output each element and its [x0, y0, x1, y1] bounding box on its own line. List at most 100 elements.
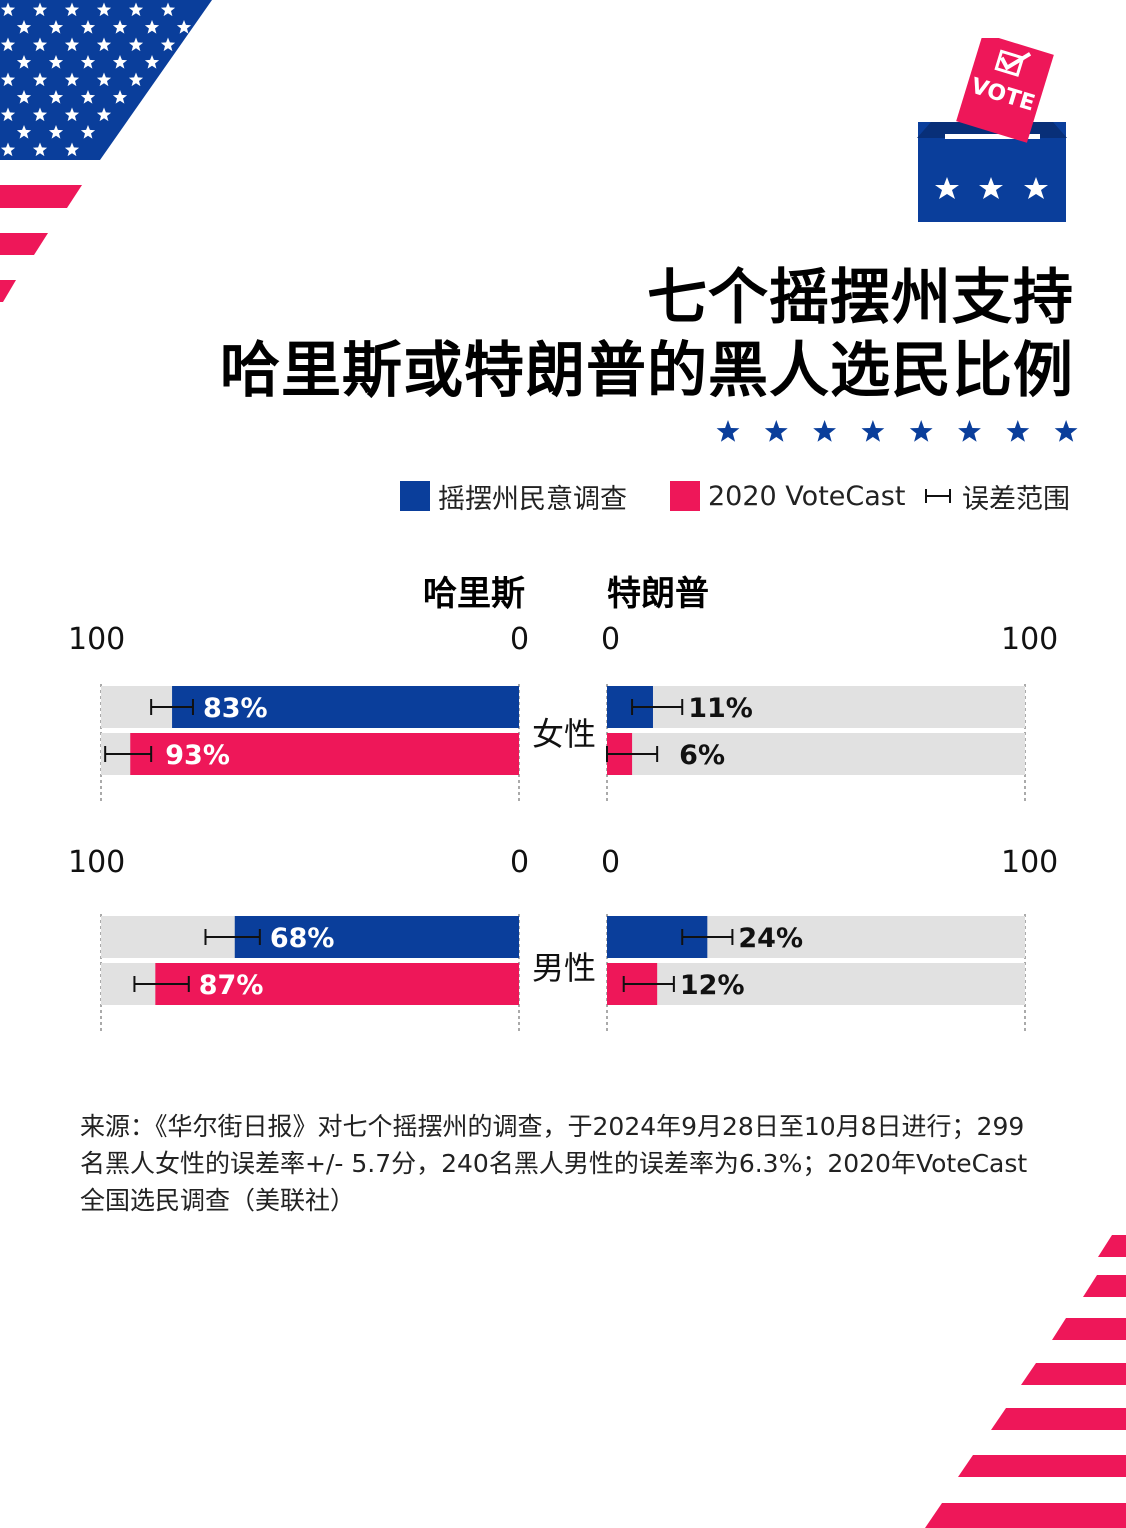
flag-star-icon — [0, 107, 16, 122]
flag-star-icon — [0, 2, 16, 17]
legend-votecast: 2020 VoteCast — [670, 476, 905, 516]
flag-star-icon — [0, 37, 16, 52]
flag-star-icon — [32, 142, 48, 157]
flag-star-icon — [16, 55, 32, 69]
title-star-icon — [1054, 420, 1078, 442]
flag-star-icon — [176, 20, 192, 34]
trump-value-label: 6% — [679, 740, 725, 771]
chart-title-line-1: 七个摇摆州支持 — [647, 263, 1074, 333]
trump-value-label: 11% — [688, 693, 753, 724]
axis-tick-left-max: 100 — [68, 845, 126, 880]
legend-poll: 摇摆州民意调查 — [400, 476, 627, 516]
legend-errorbar-icon — [925, 489, 951, 503]
flag-star-icon — [0, 72, 16, 87]
flag-star-icon — [80, 90, 96, 104]
legend-label-error: 误差范围 — [962, 483, 1070, 515]
flag-stripes-bottom-right — [925, 1235, 1126, 1528]
legend-error: 误差范围 — [924, 476, 1070, 516]
flag-star-icon — [64, 107, 80, 122]
flag-star-icon — [128, 2, 144, 17]
error-bar — [622, 976, 675, 992]
harris-女性-bar-votecast — [130, 733, 519, 775]
trump-value-label: 12% — [680, 970, 745, 1001]
chart-title-line-2: 哈里斯或特朗普的黑人选民比例 — [220, 336, 1074, 406]
ballot-star-3 — [1024, 177, 1048, 199]
flag-corner-top-left — [0, 0, 212, 302]
column-head-harris: 哈里斯 — [423, 574, 525, 614]
flag-star-icon — [80, 55, 96, 69]
flag-star-icon — [144, 55, 160, 69]
legend-swatch-poll — [400, 481, 430, 511]
flag-star-icon — [160, 2, 176, 17]
flag-star-icon — [48, 125, 64, 139]
flag-star-icon — [112, 90, 128, 104]
axis-tick-right-max: 100 — [1001, 845, 1059, 880]
group-label-women: 女性 — [532, 715, 597, 753]
axis-tick-right-min: 0 — [601, 845, 621, 880]
flag-star-icon — [16, 90, 32, 104]
title-star-icon — [1006, 420, 1030, 442]
title-star-icon — [764, 420, 788, 442]
group-label-men: 男性 — [532, 949, 597, 987]
footnote-line-1: 来源：《华尔街日报》对七个摇摆州的调查，于2024年9月28日至10月8日进行；… — [80, 1112, 1025, 1141]
flag-star-icon — [32, 2, 48, 17]
bar-chart: 83% 93% 11% 6% 68%87% 24% 12% — [100, 684, 1026, 1033]
flag-star-icon — [96, 107, 112, 122]
legend-swatch-votecast — [670, 481, 700, 511]
flag-star-icon — [32, 107, 48, 122]
flag-star-icon — [96, 72, 112, 87]
legend-label-votecast: 2020 VoteCast — [708, 480, 906, 512]
axis-tick-left-min: 0 — [510, 845, 530, 880]
footnote-line-3: 全国选民调查（美联社） — [80, 1186, 356, 1215]
flag-star-icon — [32, 37, 48, 52]
flag-star-icon — [144, 20, 160, 34]
trump-value-label: 24% — [738, 923, 803, 954]
bar-track — [607, 733, 1025, 775]
title-star-icon — [813, 420, 836, 442]
flag-star-icon — [64, 2, 80, 17]
flag-star-icon — [112, 20, 128, 34]
axis-tick-right-min: 0 — [601, 622, 621, 657]
flag-star-icon — [80, 20, 96, 34]
error-bar — [204, 929, 261, 945]
ballot-star-2 — [979, 177, 1003, 199]
flag-star-icon — [96, 37, 112, 52]
flag-star-icon — [64, 37, 80, 52]
harris-value-label: 68% — [270, 923, 335, 954]
flag-star-icon — [0, 142, 16, 157]
title-star-icon — [861, 420, 885, 442]
title-star-row — [716, 420, 1078, 442]
axis-tick-right-max: 100 — [1001, 622, 1059, 657]
harris-女性-bar-poll — [172, 686, 519, 728]
flag-star-icon — [32, 72, 48, 87]
flag-star-icon — [80, 125, 96, 139]
harris-男性-bar-votecast — [155, 963, 519, 1005]
flag-star-icon — [48, 90, 64, 104]
ballot-star-1 — [935, 177, 959, 199]
flag-star-icon — [16, 20, 32, 34]
harris-value-label: 93% — [165, 740, 230, 771]
flag-star-icon — [48, 20, 64, 34]
error-bar — [150, 699, 194, 715]
harris-value-label: 87% — [199, 970, 264, 1001]
source-footnote: 来源：《华尔街日报》对七个摇摆州的调查，于2024年9月28日至10月8日进行；… — [80, 1108, 1080, 1219]
legend-label-poll: 摇摆州民意调查 — [438, 483, 627, 515]
flag-star-icon — [16, 125, 32, 139]
axis-tick-left-max: 100 — [68, 622, 126, 657]
flag-star-icon — [128, 37, 144, 52]
axis-tick-left-min: 0 — [510, 622, 530, 657]
flag-star-icon — [160, 37, 176, 52]
error-bar — [104, 746, 153, 762]
flag-star-icon — [96, 2, 112, 17]
flag-star-icon — [64, 142, 80, 157]
error-bar — [133, 976, 190, 992]
error-bar — [681, 929, 734, 945]
error-bar — [631, 699, 684, 715]
harris-value-label: 83% — [203, 693, 268, 724]
title-star-icon — [909, 420, 933, 442]
flag-star-icon — [112, 55, 128, 69]
column-head-trump: 特朗普 — [607, 574, 709, 614]
flag-star-icon — [48, 55, 64, 69]
footnote-line-2: 名黑人女性的误差率+/- 5.7分，240名黑人男性的误差率为6.3%；2020… — [80, 1149, 1028, 1178]
harris-男性-bar-poll — [234, 916, 519, 958]
